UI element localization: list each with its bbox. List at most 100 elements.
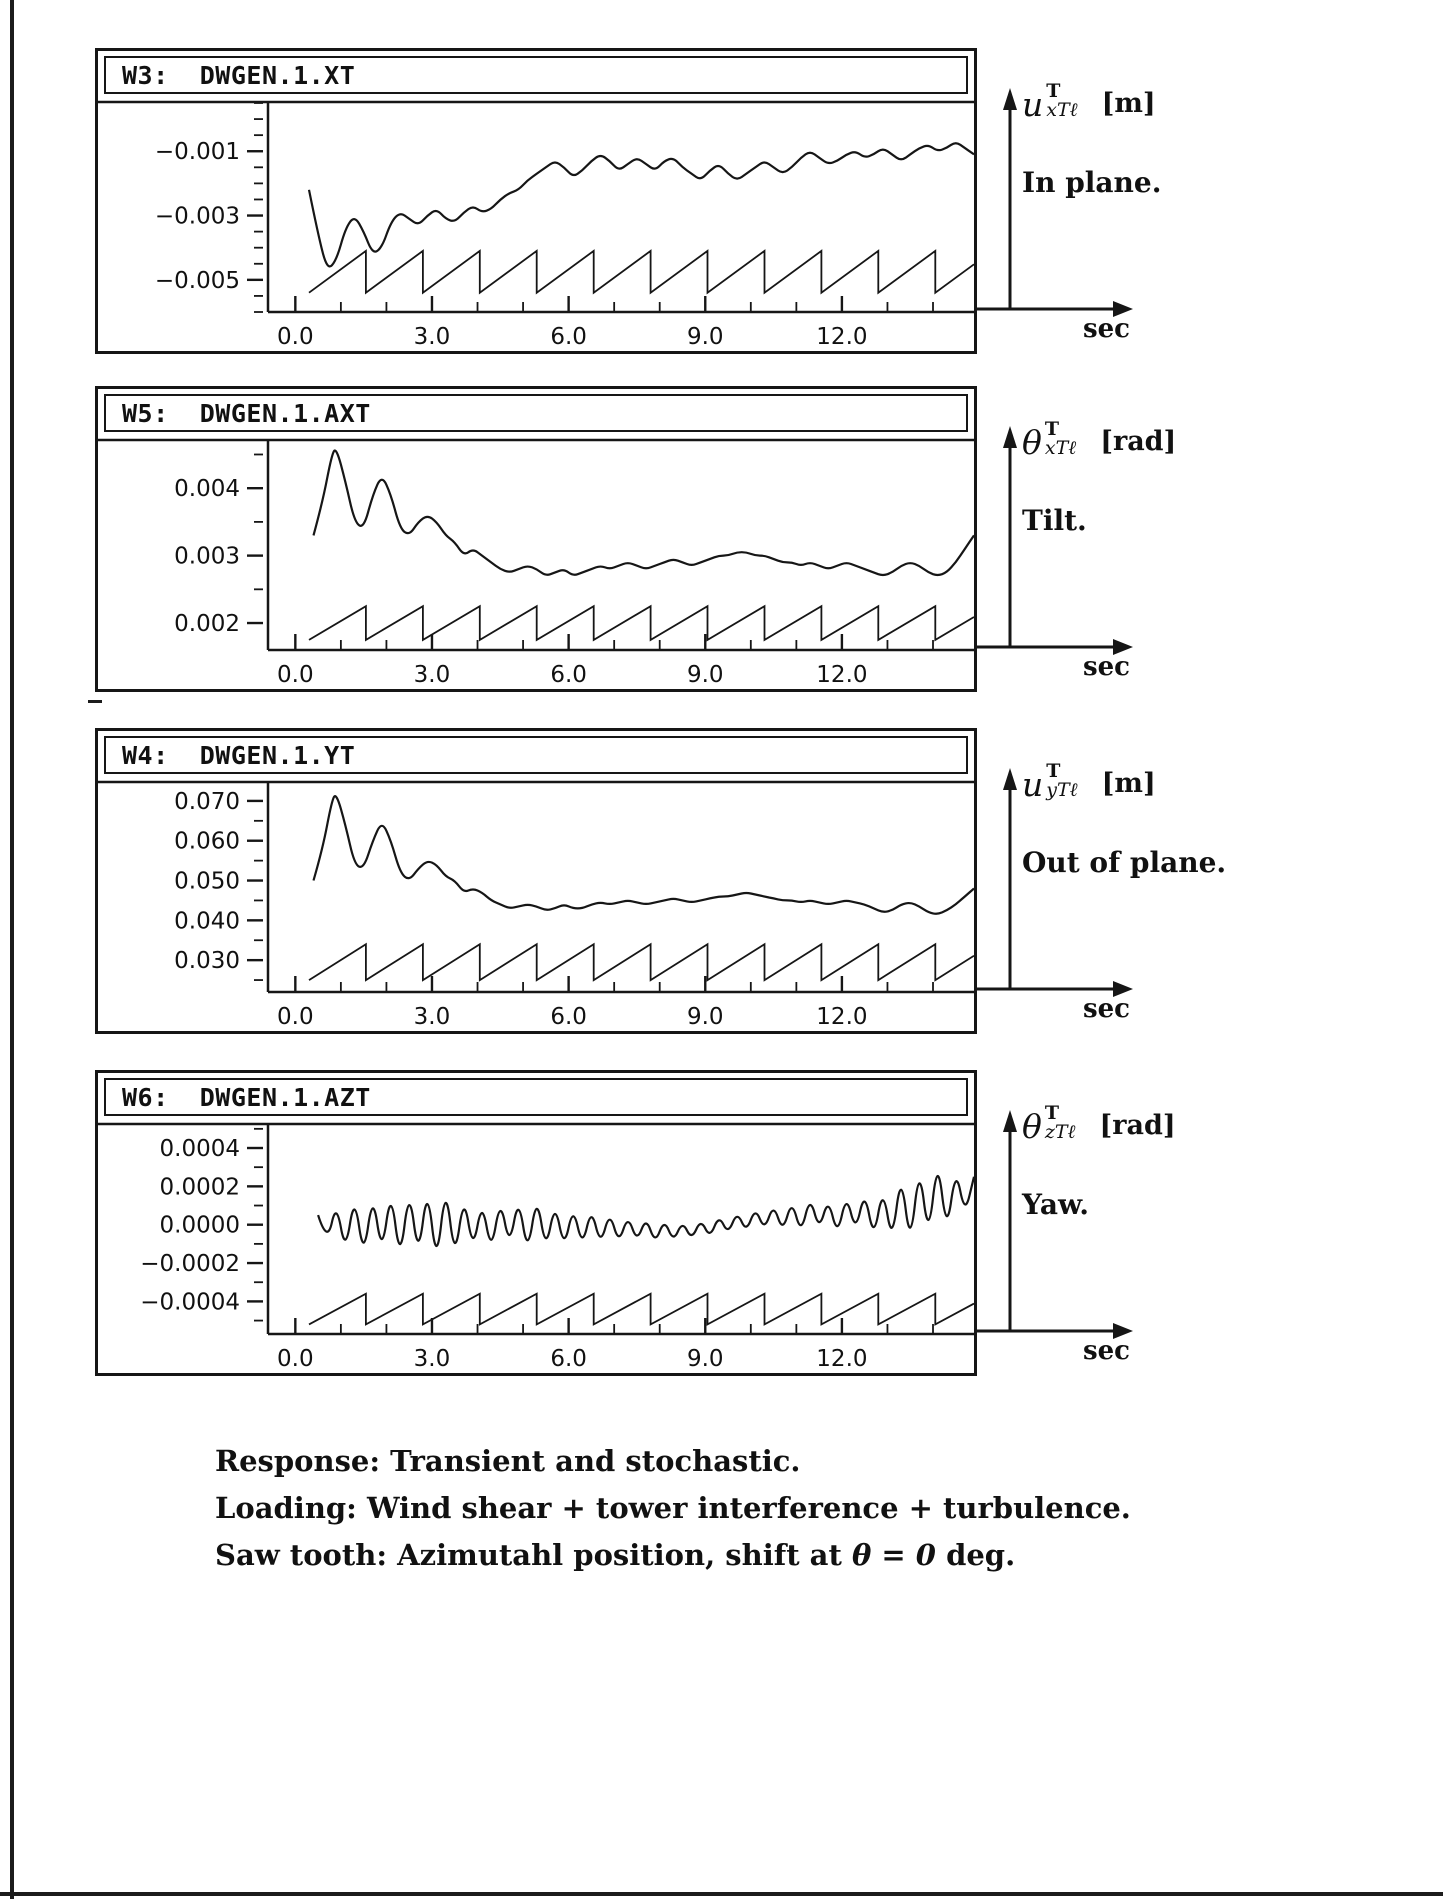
svg-text:9.0: 9.0 xyxy=(687,1004,724,1030)
svg-text:12.0: 12.0 xyxy=(816,1346,867,1372)
y-axis-arrow-head xyxy=(1003,768,1017,790)
axis-supsub: T xTℓ xyxy=(1046,82,1077,120)
svg-text:0.0: 0.0 xyxy=(277,662,314,688)
axis-supsub: T zTℓ xyxy=(1045,1104,1076,1142)
axis-arrows-w5 xyxy=(977,426,1133,655)
svg-text:−0.0004: −0.0004 xyxy=(140,1289,240,1315)
plot-w5-tilt: 0.004 0.003 0.002 0.0 3.0 6.0 9.0 12.0 xyxy=(98,438,974,688)
annot-w3: u T xTℓ [m] In plane. sec xyxy=(977,48,1277,354)
axis-symbol: θ xyxy=(1022,1107,1042,1146)
plot-w3-in-plane: −0.001 −0.003 −0.005 0.0 3.0 6.0 9.0 12.0 xyxy=(98,100,974,350)
y-axis-arrow-head xyxy=(1003,88,1017,110)
annot-w5: θ T xTℓ [rad] Tilt. sec xyxy=(977,386,1277,692)
y-axis-arrow-head xyxy=(1003,1110,1017,1132)
panel-w6: W6: DWGEN.1.AZT 0.0004 0.0002 0.0000 −0.000… xyxy=(95,1070,977,1376)
svg-text:0.002: 0.002 xyxy=(174,611,240,637)
axis-superscript: T xyxy=(1044,1102,1060,1124)
theta-symbol: θ = 0 xyxy=(851,1537,936,1572)
axis-symbol: u xyxy=(1022,765,1044,804)
x-axis-unit-w4: sec xyxy=(1083,994,1131,1024)
axis-superscript: T xyxy=(1044,418,1060,440)
axis-subscript: zTℓ xyxy=(1044,1121,1076,1143)
x-axis-arrow-head xyxy=(1113,981,1133,997)
axis-superscript: T xyxy=(1046,760,1061,782)
svg-text:−0.003: −0.003 xyxy=(155,204,240,230)
axis-supsub: T yTℓ xyxy=(1046,762,1077,800)
axis-subscript: xTℓ xyxy=(1044,437,1077,459)
x-axis-arrow-head xyxy=(1113,301,1133,317)
svg-text:6.0: 6.0 xyxy=(550,662,587,688)
axis-supsub: T xTℓ xyxy=(1045,420,1076,458)
axis-arrows-w4 xyxy=(977,768,1133,997)
axis-description-w3: In plane. xyxy=(1022,166,1162,199)
panel-w3-title: W3: DWGEN.1.XT xyxy=(104,56,968,94)
svg-text:0.030: 0.030 xyxy=(174,948,240,974)
svg-text:0.003: 0.003 xyxy=(174,544,240,570)
svg-text:9.0: 9.0 xyxy=(687,662,724,688)
svg-text:−0.0002: −0.0002 xyxy=(140,1251,240,1277)
svg-text:0.0004: 0.0004 xyxy=(160,1136,240,1162)
svg-text:3.0: 3.0 xyxy=(414,1004,451,1030)
svg-text:0.0: 0.0 xyxy=(277,1346,314,1372)
panel-w5-title: W5: DWGEN.1.AXT xyxy=(104,394,968,432)
svg-text:−0.005: −0.005 xyxy=(155,268,240,294)
scan-edge-bottom xyxy=(0,1892,1443,1896)
plot-w4-out-of-plane: 0.070 0.060 0.050 0.040 0.030 0.0 3.0 6.0 9.0 12.… xyxy=(98,780,974,1030)
svg-text:9.0: 9.0 xyxy=(687,1346,724,1372)
svg-text:3.0: 3.0 xyxy=(414,324,451,350)
svg-text:0.0000: 0.0000 xyxy=(160,1213,240,1239)
x-axis-unit-w3: sec xyxy=(1083,314,1131,344)
x-axis-unit-w6: sec xyxy=(1083,1336,1131,1366)
axis-description-w4: Out of plane. xyxy=(1022,846,1227,879)
panel-w4-title: W4: DWGEN.1.YT xyxy=(104,736,968,774)
svg-text:6.0: 6.0 xyxy=(550,1346,587,1372)
figure-caption: Response: Transient and stochastic. Load… xyxy=(215,1438,1131,1579)
svg-text:0.0: 0.0 xyxy=(277,324,314,350)
svg-text:0.0002: 0.0002 xyxy=(160,1174,240,1200)
svg-text:0.004: 0.004 xyxy=(174,476,240,502)
svg-text:12.0: 12.0 xyxy=(816,662,867,688)
x-axis-unit-w5: sec xyxy=(1083,652,1131,682)
svg-text:9.0: 9.0 xyxy=(687,324,724,350)
axis-unit: [m] xyxy=(1101,768,1156,799)
plot-w6-yaw: 0.0004 0.0002 0.0000 −0.0002 −0.0004 0.0 3.0 6.… xyxy=(98,1122,974,1372)
axis-symbol: θ xyxy=(1022,423,1042,462)
svg-text:6.0: 6.0 xyxy=(550,324,587,350)
y-axis-arrow-head xyxy=(1003,426,1017,448)
axis-arrows-w6 xyxy=(977,1110,1133,1339)
svg-text:3.0: 3.0 xyxy=(414,662,451,688)
axis-unit: [rad] xyxy=(1099,1110,1176,1141)
axis-unit: [rad] xyxy=(1100,426,1177,457)
axis-subscript: xTℓ xyxy=(1046,99,1078,121)
y-axis-label-w3: u T xTℓ [m] xyxy=(1022,82,1156,124)
svg-text:0.060: 0.060 xyxy=(174,829,240,855)
svg-text:3.0: 3.0 xyxy=(414,1346,451,1372)
caption-line-response: Response: Transient and stochastic. xyxy=(215,1444,801,1478)
axis-description-w5: Tilt. xyxy=(1022,504,1087,537)
svg-text:0.0: 0.0 xyxy=(277,1004,314,1030)
axis-superscript: T xyxy=(1046,80,1061,102)
svg-text:12.0: 12.0 xyxy=(816,1004,867,1030)
caption-line-sawtooth: Saw tooth: Azimutahl position, shift at … xyxy=(215,1532,1131,1579)
svg-text:6.0: 6.0 xyxy=(550,1004,587,1030)
axis-symbol: u xyxy=(1022,85,1044,124)
panel-w6-title: W6: DWGEN.1.AZT xyxy=(104,1078,968,1116)
x-axis-arrow-head xyxy=(1113,1323,1133,1339)
svg-text:0.050: 0.050 xyxy=(174,869,240,895)
panel-w4: W4: DWGEN.1.YT 0.070 0.060 0.050 0.040 0.030… xyxy=(95,728,977,1034)
x-axis-arrow-head xyxy=(1113,639,1133,655)
svg-text:0.040: 0.040 xyxy=(174,908,240,934)
annot-w6: θ T zTℓ [rad] Yaw. sec xyxy=(977,1070,1277,1376)
svg-text:0.070: 0.070 xyxy=(174,789,240,815)
axis-subscript: yTℓ xyxy=(1046,779,1078,801)
svg-text:12.0: 12.0 xyxy=(816,324,867,350)
axis-unit: [m] xyxy=(1101,88,1156,119)
y-axis-label-w4: u T yTℓ [m] xyxy=(1022,762,1156,804)
panel-w5: W5: DWGEN.1.AXT 0.004 0.003 0.002 0.0 3.0 6.0… xyxy=(95,386,977,692)
caption-line-loading: Loading: Wind shear + tower interference… xyxy=(215,1490,1131,1525)
y-axis-label-w5: θ T xTℓ [rad] xyxy=(1022,420,1177,462)
caption-text: Saw tooth: Azimutahl position, shift at xyxy=(215,1537,852,1572)
svg-text:−0.001: −0.001 xyxy=(155,139,240,165)
scan-mark xyxy=(88,700,102,703)
